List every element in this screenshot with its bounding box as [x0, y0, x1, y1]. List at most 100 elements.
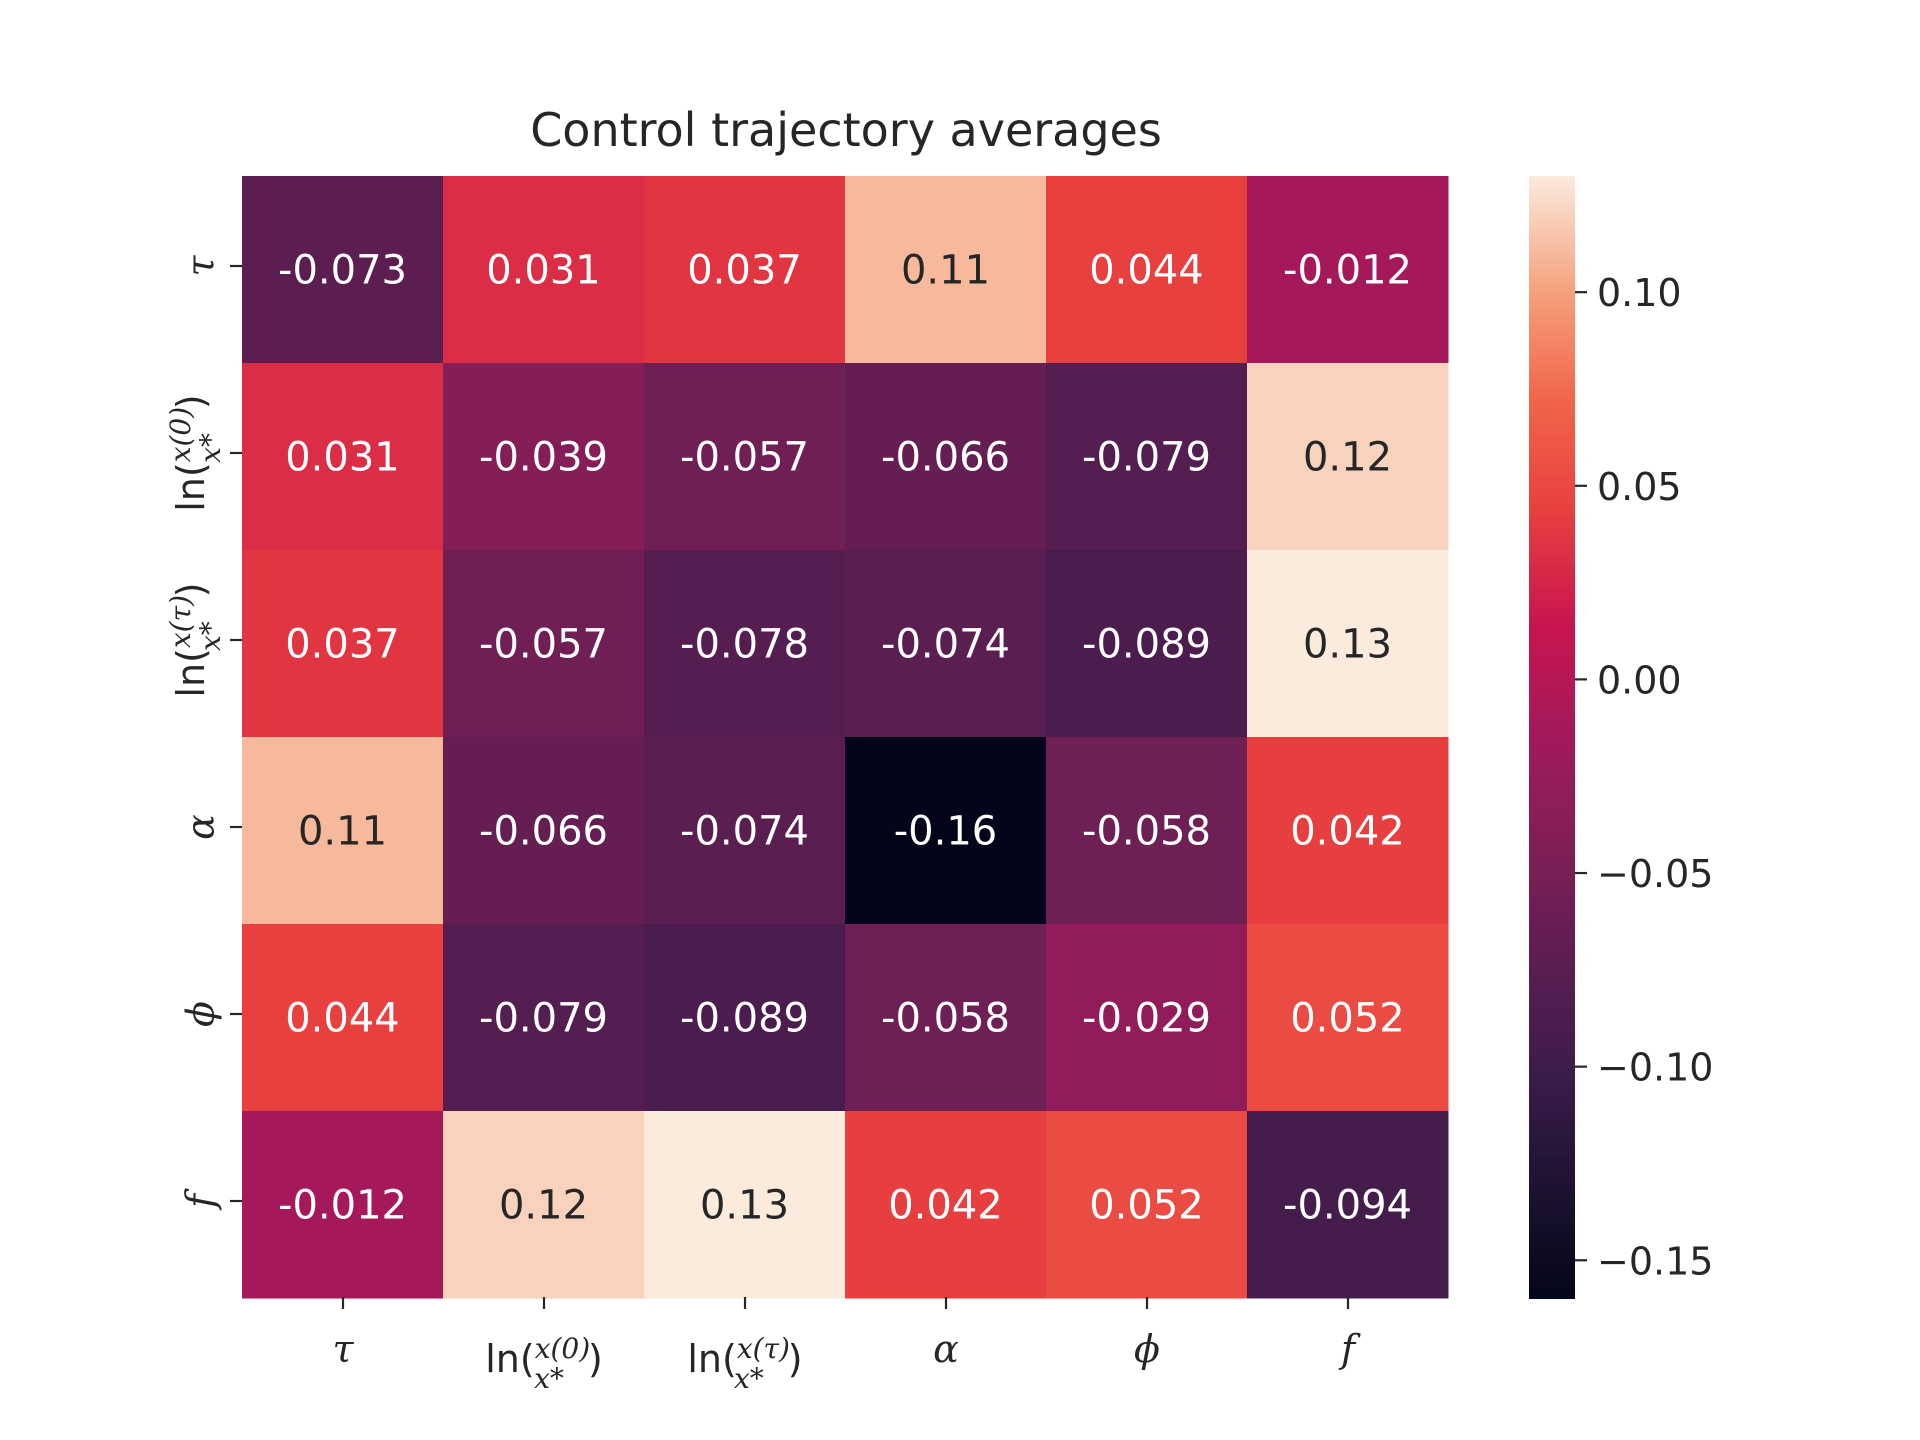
cell-value-r1-c5: 0.12	[1303, 435, 1392, 481]
heatmap-cell-r1-c1	[443, 363, 645, 551]
x-tick-label-0: τ	[332, 1327, 354, 1371]
cell-value-r4-c5: 0.052	[1290, 996, 1405, 1042]
heatmap-cell-r4-c0	[242, 924, 444, 1112]
cell-value-r5-c2: 0.13	[700, 1183, 789, 1229]
colorbar-tick-label-1: 0.05	[1597, 465, 1682, 509]
heatmap-cell-r0-c5	[1247, 176, 1449, 364]
y-tick-label-3: α	[179, 814, 223, 840]
cell-value-r1-c2: -0.057	[680, 435, 809, 481]
x-axis: τ ln(x(0) x*) ln(x(τ) x*) α ϕ f	[332, 1297, 1361, 1395]
heatmap-cell-r5-c1	[443, 1111, 645, 1299]
heatmap-cell-r3-c2	[644, 737, 846, 925]
heatmap-cell-r2-c2	[644, 550, 846, 738]
y-tick-label-1: ln(x(0)x*)	[164, 394, 227, 512]
colorbar-tick-label-2: 0.00	[1597, 658, 1682, 702]
heatmap-cell-r0-c4	[1046, 176, 1248, 364]
heatmap-cell-r1-c0	[242, 363, 444, 551]
heatmap-cell-r5-c5	[1247, 1111, 1449, 1299]
colorbar-tick-label-4: −0.10	[1597, 1046, 1713, 1090]
colorbar: 0.10 0.05 0.00 −0.05 −0.10 −0.15	[1529, 176, 1713, 1299]
cell-value-r2-c3: -0.074	[881, 622, 1010, 668]
x-ticks	[341, 1297, 1350, 1309]
heatmap-cell-labels: -0.073 0.031 0.037 0.11 0.044 -0.012 0.031 -0.0…	[278, 248, 1412, 1229]
colorbar-gradient	[1529, 176, 1575, 1299]
cell-value-r1-c4: -0.079	[1082, 435, 1211, 481]
y-ticks	[230, 264, 242, 1203]
cell-value-r0-c5: -0.012	[1283, 248, 1412, 294]
cell-value-r0-c4: 0.044	[1089, 248, 1204, 294]
cell-value-r5-c5: -0.094	[1283, 1183, 1412, 1229]
cell-value-r3-c3: -0.16	[894, 809, 998, 855]
x-tick-label-5: f	[1338, 1327, 1361, 1371]
heatmap-cell-r1-c4	[1046, 363, 1248, 551]
cell-value-r4-c4: -0.029	[1082, 996, 1211, 1042]
heatmap-cell-r3-c5	[1247, 737, 1449, 925]
heatmap-cell-r0-c0	[242, 176, 444, 364]
heatmap-cell-r5-c0	[242, 1111, 444, 1299]
heatmap-cell-r3-c4	[1046, 737, 1248, 925]
svg-text:f: f	[179, 1188, 223, 1211]
cell-value-r3-c4: -0.058	[1082, 809, 1211, 855]
cell-value-r5-c4: 0.052	[1089, 1183, 1204, 1229]
heatmap-cell-r5-c2	[644, 1111, 846, 1299]
cell-value-r4-c3: -0.058	[881, 996, 1010, 1042]
x-tick-label-2: ln(x(τ) x*)	[687, 1332, 802, 1395]
heatmap-cell-r3-c0	[242, 737, 444, 925]
heatmap-cells	[242, 176, 1449, 1299]
heatmap-cell-r1-c2	[644, 363, 846, 551]
heatmap-cell-r4-c4	[1046, 924, 1248, 1112]
y-tick-label-2: ln(x(τ)x*)	[164, 582, 227, 697]
heatmap-cell-r0-c1	[443, 176, 645, 364]
heatmap-cell-r2-c1	[443, 550, 645, 738]
svg-text:ϕ: ϕ	[179, 1001, 223, 1027]
heatmap-cell-r2-c3	[845, 550, 1047, 738]
heatmap-cell-r5-c3	[845, 1111, 1047, 1299]
y-tick-label-4: ϕ	[179, 1001, 223, 1027]
heatmap-cell-r3-c1	[443, 737, 645, 925]
cell-value-r5-c3: 0.042	[888, 1183, 1003, 1229]
svg-text:α: α	[179, 814, 223, 840]
cell-value-r3-c5: 0.042	[1290, 809, 1405, 855]
cell-value-r2-c4: -0.089	[1082, 622, 1211, 668]
y-tick-label-5: f	[179, 1188, 223, 1211]
cell-value-r2-c0: 0.037	[285, 622, 400, 668]
cell-value-r4-c2: -0.089	[680, 996, 809, 1042]
colorbar-tick-label-5: −0.15	[1597, 1239, 1713, 1283]
cell-value-r1-c3: -0.066	[881, 435, 1010, 481]
heatmap-cell-r3-c3	[845, 737, 1047, 925]
cell-value-r4-c0: 0.044	[285, 996, 400, 1042]
heatmap-cell-r4-c2	[644, 924, 846, 1112]
heatmap-cell-r5-c4	[1046, 1111, 1248, 1299]
heatmap-cell-r1-c3	[845, 363, 1047, 551]
heatmap-cell-r4-c3	[845, 924, 1047, 1112]
cell-value-r0-c1: 0.031	[486, 248, 601, 294]
colorbar-tick-label-0: 0.10	[1597, 271, 1682, 315]
heatmap-cell-r2-c4	[1046, 550, 1248, 738]
cell-value-r0-c2: 0.037	[687, 248, 802, 294]
heatmap-cell-r2-c5	[1247, 550, 1449, 738]
cell-value-r4-c1: -0.079	[479, 996, 608, 1042]
cell-value-r5-c1: 0.12	[499, 1183, 588, 1229]
heatmap-cell-r0-c2	[644, 176, 846, 364]
svg-text:ln(x(τ)x*): ln(x(τ)x*)	[164, 582, 227, 697]
heatmap-cell-r2-c0	[242, 550, 444, 738]
colorbar-ticks: 0.10 0.05 0.00 −0.05 −0.10 −0.15	[1575, 271, 1713, 1283]
heatmap-cell-r4-c1	[443, 924, 645, 1112]
x-tick-label-4: ϕ	[1134, 1327, 1160, 1371]
heatmap-cell-r4-c5	[1247, 924, 1449, 1112]
y-tick-label-0: τ	[179, 255, 223, 277]
cell-value-r3-c2: -0.074	[680, 809, 809, 855]
cell-value-r1-c1: -0.039	[479, 435, 608, 481]
cell-value-r3-c0: 0.11	[298, 809, 387, 855]
y-axis: τ ln(x(0)x*) ln(x(τ)x*) α ϕ f	[164, 255, 242, 1211]
heatmap-cell-r1-c5	[1247, 363, 1449, 551]
colorbar-tick-label-3: −0.05	[1597, 852, 1713, 896]
heatmap-cell-r0-c3	[845, 176, 1047, 364]
svg-text:ln(x(0)x*): ln(x(0)x*)	[164, 394, 227, 512]
cell-value-r2-c2: -0.078	[680, 622, 809, 668]
x-tick-label-1: ln(x(0) x*)	[485, 1332, 603, 1395]
cell-value-r3-c1: -0.066	[479, 809, 608, 855]
cell-value-r0-c3: 0.11	[901, 248, 990, 294]
x-tick-label-3: α	[933, 1327, 959, 1371]
